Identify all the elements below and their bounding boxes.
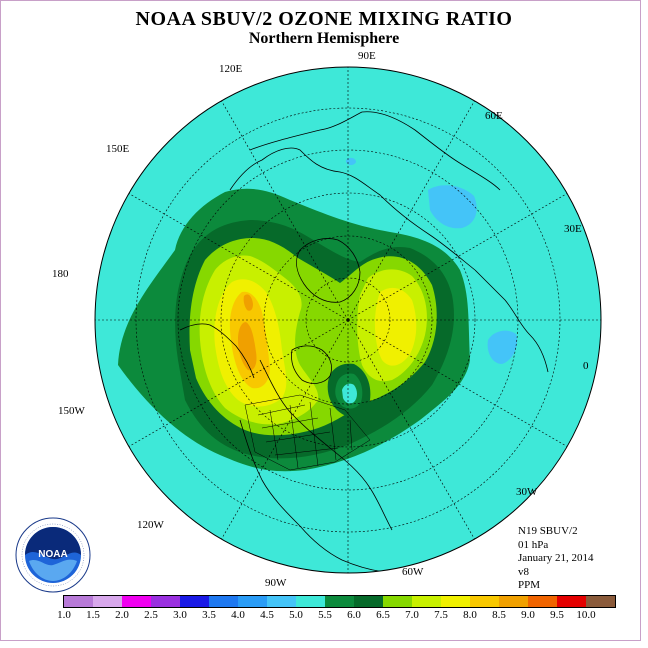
colorbar-swatch [383,596,412,607]
info-instrument: N19 SBUV/2 [518,525,578,537]
lon-label-60e: 60E [485,110,503,122]
colorbar-tick-label: 1.0 [57,609,71,621]
coast-asia-east [229,147,476,271]
info-date: January 21, 2014 [518,552,594,564]
coast-central-america [299,525,385,573]
colorbar-tick-label: 9.0 [521,609,535,621]
colorbar [63,595,616,608]
lon-label-90e: 90E [358,50,376,62]
colorbar-swatch [267,596,296,607]
coast-europe [474,269,549,373]
colorbar-swatch [470,596,499,607]
lon-label-30w: 30W [516,486,538,498]
colorbar-tick-label: 1.5 [86,609,100,621]
lon-label-120w: 120W [137,519,164,531]
colorbar-swatch [93,596,122,607]
colorbar-swatch [499,596,528,607]
lon-label-30e: 30E [564,223,582,235]
info-units: PPM [518,579,541,591]
lon-label-180: 180 [52,268,69,280]
colorbar-tick-label: 7.5 [434,609,448,621]
colorbar-tick-label: 3.0 [173,609,187,621]
colorbar-swatch [354,596,383,607]
colorbar-tick-label: 5.0 [289,609,303,621]
colorbar-swatch [180,596,209,607]
parallels [135,107,561,533]
lon-label-150w: 150W [58,405,85,417]
colorbar-swatch [209,596,238,607]
colorbar-tick-label: 5.5 [318,609,332,621]
coast-hudson [291,345,332,384]
colorbar-swatch [441,596,470,607]
contour-7-5-east [374,287,417,366]
coast-greenland [296,238,361,303]
coast-asia-north [249,111,501,191]
colorbar-swatch [238,596,267,607]
colorbar-swatch [122,596,151,607]
lon-label-120e: 120E [219,63,243,75]
colorbar-tick-label: 2.0 [115,609,129,621]
contour-8-5-b [243,294,253,311]
figure-frame [0,0,641,641]
colorbar-tick-label: 9.5 [550,609,564,621]
colorbar-swatch [557,596,586,607]
colorbar-tick-label: 7.0 [405,609,419,621]
colorbar-swatch [296,596,325,607]
lon-label-0: 0 [583,360,589,372]
colorbar-tick-label: 8.5 [492,609,506,621]
colorbar-swatch [64,596,93,607]
colorbar-swatch [412,596,441,607]
colorbar-swatch [586,596,615,607]
info-level: 01 hPa [518,538,549,551]
colorbar-tick-label: 4.0 [231,609,245,621]
colorbar-tick-label: 3.5 [202,609,216,621]
low-patch-small [346,157,356,165]
coast-alaska [179,323,255,379]
colorbar-swatch [151,596,180,607]
colorbar-swatch [325,596,354,607]
info-version: v8 [518,565,529,578]
colorbar-tick-label: 4.5 [260,609,274,621]
lon-label-90w: 90W [265,577,287,589]
coast-usa-west [239,419,301,527]
coastlines [179,111,549,573]
noaa-logo: NOAA [15,517,91,593]
colorbar-tick-label: 8.0 [463,609,477,621]
colorbar-tick-label: 6.0 [347,609,361,621]
low-patch-east [487,330,518,364]
us-state-borders [244,394,371,471]
colorbar-ticks: 1.0 1.5 2.0 2.5 3.0 3.5 4.0 4.5 5.0 5.5 6.0 6.5 7.0 7… [52,609,596,623]
colorbar-tick-label: 10.0 [576,609,596,621]
lon-label-150e: 150E [106,143,130,155]
page-subtitle: Northern Hemisphere [248,30,400,47]
contour-low-core-cyan [342,383,357,404]
colorbar-tick-label: 2.5 [144,609,158,621]
page-title: NOAA SBUV/2 OZONE MIXING RATIO [135,8,513,30]
lon-label-60w: 60W [402,566,424,578]
contour-8-5 [238,322,257,371]
colorbar-swatch [528,596,557,607]
info-block: N19 SBUV/2 01 hPa January 21, 2014 v8 PP… [518,525,593,593]
svg-text:NOAA: NOAA [38,549,67,560]
colorbar-tick-label: 6.5 [376,609,390,621]
